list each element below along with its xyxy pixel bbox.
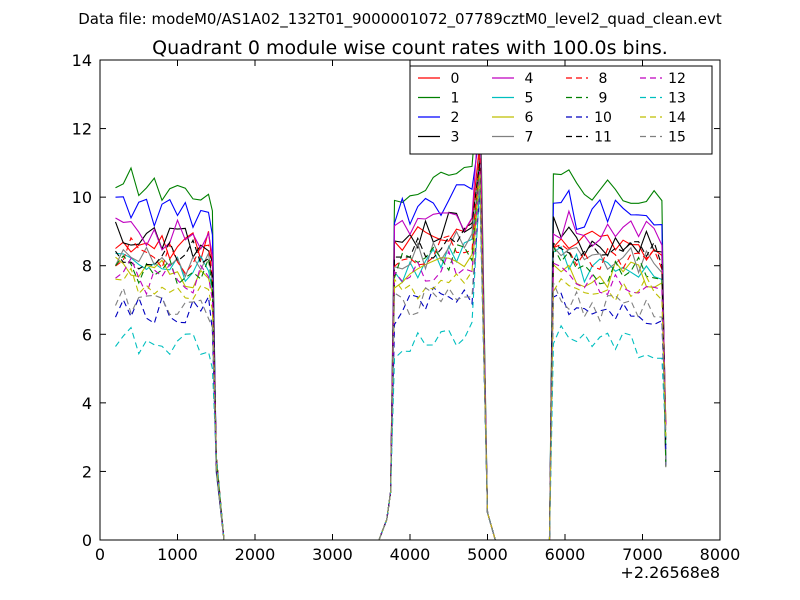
axis-layer: 0 1000 2000 3000 4000 5000 6000 7000 80000246810…	[72, 51, 741, 564]
y-tick-label: 2	[82, 462, 92, 481]
x-offset-label: +2.26568e8	[620, 563, 720, 582]
legend-label-14: 14	[668, 110, 686, 126]
y-tick-label: 10	[72, 188, 92, 207]
chart-title: Quadrant 0 module wise count rates with …	[152, 37, 668, 59]
series-line-12	[115, 169, 667, 541]
legend-label-13: 13	[668, 91, 686, 107]
legend-box	[409, 65, 713, 155]
y-tick-label: 6	[82, 325, 92, 344]
series-line-14	[115, 173, 667, 541]
legend-label-5: 5	[525, 91, 534, 107]
legend-label-15: 15	[668, 130, 686, 146]
series-line-2	[115, 131, 667, 541]
x-tick-label: 0	[95, 545, 105, 564]
series-line-10	[114, 190, 667, 541]
series-line-6	[115, 166, 667, 541]
x-tick-label: 6000	[545, 545, 586, 564]
series-line-7	[115, 149, 667, 541]
series-line-0	[115, 142, 667, 541]
series-line-13	[115, 183, 667, 541]
x-tick-label: 2000	[235, 545, 276, 564]
legend-label-6: 6	[525, 110, 534, 126]
y-tick-label: 12	[72, 120, 92, 139]
legend-label-10: 10	[594, 110, 612, 126]
y-tick-label: 4	[82, 394, 92, 413]
legend-label-2: 2	[451, 110, 460, 126]
series-layer	[114, 70, 667, 541]
legend-label-3: 3	[451, 130, 460, 146]
x-tick-label: 8000	[700, 545, 741, 564]
y-tick-label: 8	[82, 257, 92, 276]
x-tick-label: 1000	[157, 545, 198, 564]
y-tick-label: 0	[82, 531, 92, 550]
legend-label-9: 9	[599, 91, 608, 107]
series-line-9	[115, 166, 667, 541]
series-line-11	[115, 162, 667, 541]
series-line-15	[114, 176, 667, 541]
legend-label-0: 0	[451, 71, 460, 87]
y-tick-label: 14	[72, 51, 92, 70]
legend-label-8: 8	[599, 71, 608, 87]
chart-subtitle: Data file: modeM0/AS1A02_132T01_90000010…	[78, 10, 722, 29]
x-tick-label: 5000	[467, 545, 508, 564]
legend-label-12: 12	[668, 71, 686, 87]
series-line-1	[115, 70, 667, 541]
x-tick-label: 7000	[622, 545, 663, 564]
series-line-8	[115, 149, 667, 541]
legend-label-4: 4	[525, 71, 534, 87]
series-line-4	[115, 101, 667, 541]
x-tick-label: 3000	[312, 545, 353, 564]
legend-label-7: 7	[525, 130, 534, 146]
legend-label-11: 11	[594, 130, 612, 146]
legend-label-1: 1	[451, 91, 460, 107]
x-tick-label: 4000	[390, 545, 431, 564]
